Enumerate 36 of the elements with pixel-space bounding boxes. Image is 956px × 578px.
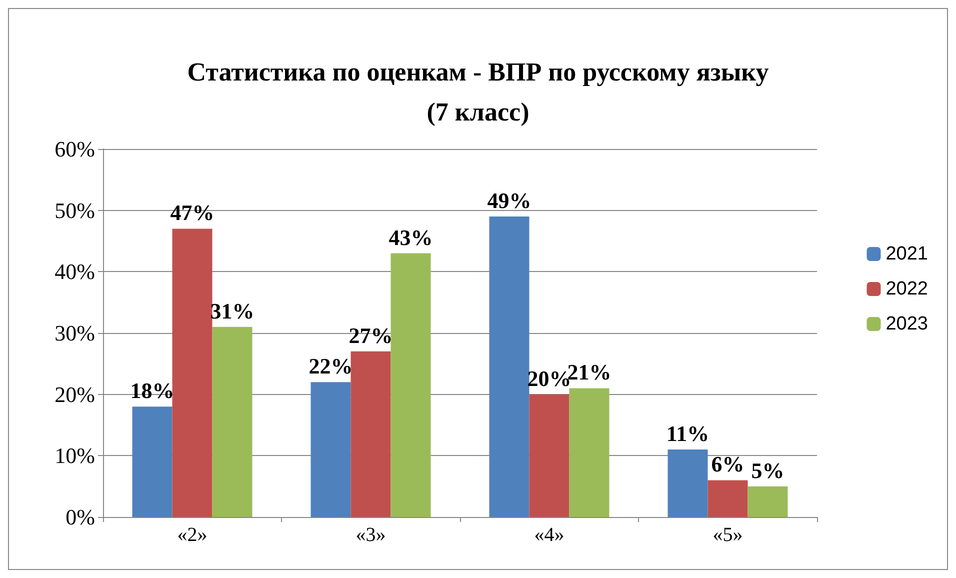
bar — [132, 406, 172, 517]
y-tick-label: 40% — [54, 259, 95, 284]
y-tick-label: 20% — [54, 382, 95, 407]
bar — [569, 388, 610, 517]
x-tick-label: «2» — [177, 524, 208, 546]
data-label: 18% — [130, 378, 174, 404]
bar — [668, 450, 708, 517]
x-tick-label: «3» — [356, 524, 386, 546]
chart-title: Статистика по оценкам - ВПР по русскому языку (7 класс) — [187, 58, 769, 126]
legend-label: 2022 — [886, 278, 928, 300]
y-tick-label: 30% — [54, 320, 95, 346]
data-label: 11% — [666, 421, 710, 446]
data-label: 47% — [170, 200, 214, 226]
bar — [708, 480, 748, 517]
x-tick-label: «4» — [534, 524, 564, 546]
data-label: 49% — [487, 188, 532, 213]
data-label: 22% — [308, 354, 353, 379]
bar — [212, 326, 252, 517]
bar — [390, 253, 431, 517]
bar — [350, 351, 391, 517]
y-tick-label: 60% — [54, 136, 95, 162]
legend-label: 2021 — [886, 244, 928, 264]
data-label: 6% — [711, 452, 744, 477]
data-label: 27% — [348, 322, 393, 348]
y-tick-label: 50% — [54, 198, 95, 223]
bar — [310, 382, 351, 517]
x-tick-label: «5» — [712, 524, 743, 546]
y-tick-label: 10% — [54, 443, 95, 468]
bar — [172, 228, 212, 517]
y-tick-label: 0% — [66, 504, 95, 530]
data-label: 5% — [751, 458, 784, 483]
bar — [489, 216, 530, 517]
data-label: 43% — [388, 224, 433, 250]
bar — [748, 486, 788, 517]
legend-label: 2023 — [886, 314, 928, 334]
bar — [529, 394, 570, 517]
